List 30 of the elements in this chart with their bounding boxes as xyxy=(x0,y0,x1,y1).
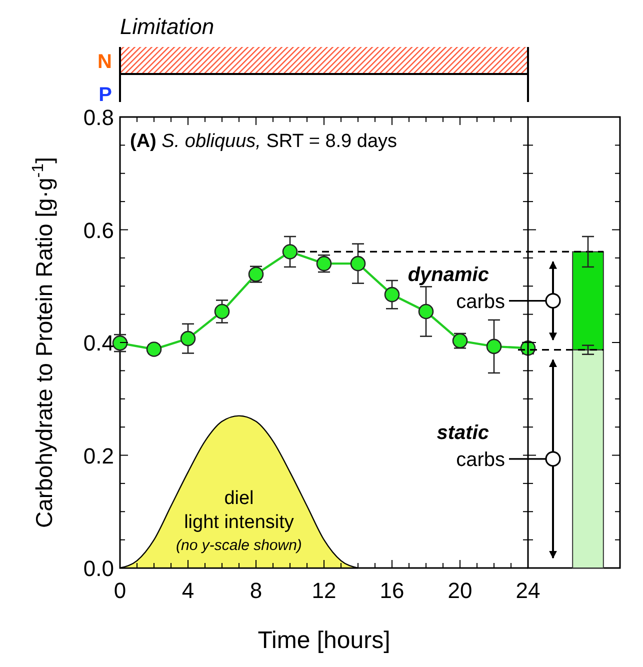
x-axis-title: Time [hours] xyxy=(258,627,390,654)
text: N xyxy=(98,51,112,73)
text: P xyxy=(98,84,112,106)
x-tick-label: 12 xyxy=(312,578,336,603)
text: Limitation xyxy=(120,14,214,39)
x-tick-label: 0 xyxy=(114,578,126,603)
y-tick-label: 0.6 xyxy=(83,218,114,243)
point xyxy=(214,304,230,320)
x-tick-label: 20 xyxy=(448,578,472,603)
point xyxy=(282,244,298,260)
point xyxy=(112,335,128,351)
x-tick-label: 8 xyxy=(250,578,262,603)
y-tick-label: 0.0 xyxy=(83,556,114,581)
point xyxy=(486,338,502,354)
annotation: static carbs xyxy=(436,422,505,471)
x-tick-label: 16 xyxy=(380,578,404,603)
x-tick-label: 4 xyxy=(182,578,194,603)
annotation: dynamic carbs xyxy=(408,264,505,313)
series-label: diel light intensity xyxy=(184,488,294,534)
y-tick-label: 0.2 xyxy=(83,443,114,468)
point xyxy=(418,304,434,320)
y-tick-label: 0.8 xyxy=(83,105,114,130)
point xyxy=(350,256,366,272)
x-tick-label: 24 xyxy=(516,578,540,603)
point xyxy=(384,286,400,302)
y-tick-label: 0.4 xyxy=(83,330,114,356)
text: (A) S. obliquus, SRT = 8.9 days xyxy=(130,131,398,152)
point xyxy=(180,330,196,346)
point xyxy=(146,342,162,357)
annotation: (no y-scale shown) xyxy=(176,537,302,554)
